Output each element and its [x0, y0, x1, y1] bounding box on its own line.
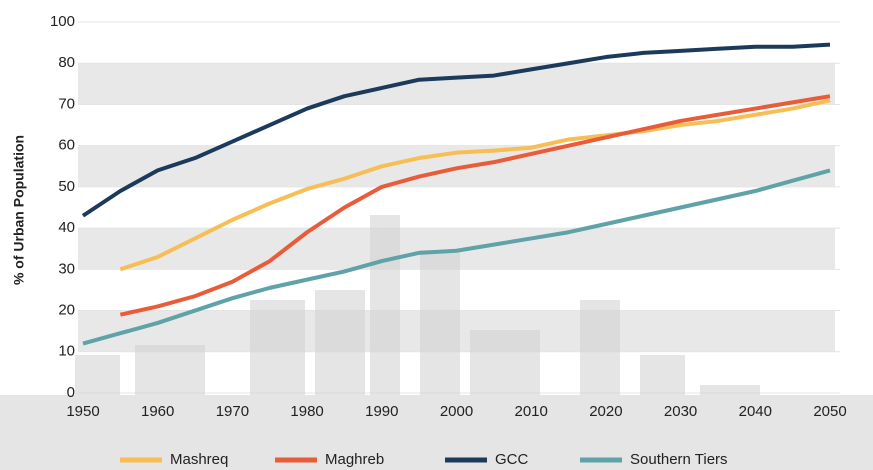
chart: % of Urban Population 010203040506070801… [0, 0, 873, 470]
x-tick-label: 1960 [141, 403, 174, 420]
x-tick-label: 1990 [365, 403, 398, 420]
y-tick-label: 10 [58, 343, 75, 360]
y-axis-title: % of Urban Population [11, 135, 27, 285]
y-tick-label: 100 [50, 13, 75, 30]
x-tick-label: 2030 [664, 403, 697, 420]
x-tick-label: 2050 [813, 403, 846, 420]
x-tick-label: 1950 [66, 403, 99, 420]
grid-band [78, 63, 835, 104]
y-tick-label: 60 [58, 137, 75, 154]
x-tick-label: 2020 [589, 403, 622, 420]
y-tick-label: 0 [67, 384, 75, 401]
legend-label: Southern Tiers [630, 451, 728, 468]
x-tick-label: 2040 [739, 403, 772, 420]
y-tick-label: 20 [58, 302, 75, 319]
line-series [120, 96, 830, 314]
y-tick-label: 80 [58, 54, 75, 71]
y-tick-label: 50 [58, 178, 75, 195]
legend-label: Mashreq [170, 451, 228, 468]
x-tick-label: 2000 [440, 403, 473, 420]
y-tick-label: 70 [58, 95, 75, 112]
legend-label: Maghreb [325, 451, 384, 468]
x-tick-label: 2010 [515, 403, 548, 420]
x-tick-label: 1970 [216, 403, 249, 420]
y-tick-label: 40 [58, 219, 75, 236]
x-tick-label: 1980 [290, 403, 323, 420]
legend-label: GCC [495, 451, 529, 468]
y-tick-label: 30 [58, 260, 75, 277]
